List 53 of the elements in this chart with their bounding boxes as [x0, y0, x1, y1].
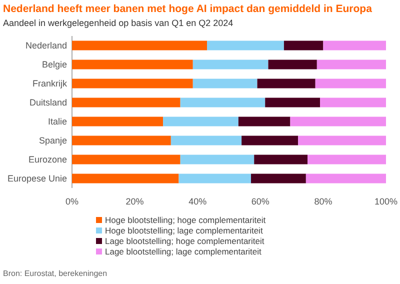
- y-tick-label: Nederland: [25, 40, 67, 50]
- x-tick-label: 20%: [126, 196, 144, 206]
- y-tick-label: Eurozone: [28, 154, 67, 164]
- bar: [306, 174, 386, 184]
- text: Bron: Eurostat, berekeningen: [3, 269, 108, 278]
- bar: [72, 174, 179, 184]
- legend-label: Lage blootstelling; hoge complementariteit: [105, 236, 265, 246]
- legend-label: Hoge blootstelling; lage complementariteit: [105, 226, 264, 236]
- bar: [178, 174, 251, 184]
- y-tick-label: Italie: [48, 116, 67, 126]
- bar: [250, 174, 306, 184]
- bar: [284, 40, 324, 50]
- bar: [316, 60, 386, 70]
- y-tick-label: Frankrijk: [32, 78, 68, 88]
- x-tick-label: 40%: [188, 196, 207, 206]
- bar: [242, 136, 298, 146]
- bar: [238, 116, 290, 126]
- bar: [257, 78, 316, 88]
- bar: [180, 98, 266, 108]
- y-tick-label: Belgie: [42, 59, 67, 70]
- bar: [323, 40, 386, 50]
- legend-label: Lage blootstelling; lage complementariteit: [105, 246, 262, 256]
- bar: [192, 78, 258, 88]
- bar: [308, 154, 386, 164]
- bar: [192, 60, 268, 70]
- bar: [72, 136, 171, 146]
- bar: [72, 98, 180, 108]
- bar: [72, 40, 208, 50]
- x-tick-label: 100%: [374, 196, 398, 206]
- bar: [180, 154, 254, 164]
- y-tick-label: Spanje: [38, 135, 67, 146]
- bar: [268, 60, 317, 70]
- y-tick-label: Europese Unie: [7, 173, 67, 184]
- bar: [72, 154, 180, 164]
- bar: [170, 136, 242, 146]
- bar: [207, 40, 284, 50]
- bar: [72, 116, 164, 126]
- bar: [265, 98, 320, 108]
- y-tick-label: Duitsland: [29, 97, 67, 108]
- bar: [298, 136, 386, 146]
- bar: [163, 116, 238, 126]
- bar: [72, 60, 193, 70]
- x-tick-label: 60%: [251, 196, 270, 206]
- x-tick-label: 80%: [314, 196, 332, 206]
- chart-title: Nederland heeft meer banen met hoge AI impact dan gemiddeld in Europa: [3, 3, 372, 15]
- bar: [320, 98, 386, 108]
- bar: [72, 78, 193, 88]
- bar: [315, 78, 386, 88]
- x-tick-label: 0%: [65, 196, 79, 206]
- chart-subtitle: Aandeel in werkgelegenheid op basis van Q1 en Q2 2024: [3, 18, 234, 28]
- legend-label: Hoge blootstelling; hoge complementariteit: [105, 215, 266, 225]
- bar: [290, 116, 386, 126]
- bar: [254, 154, 308, 164]
